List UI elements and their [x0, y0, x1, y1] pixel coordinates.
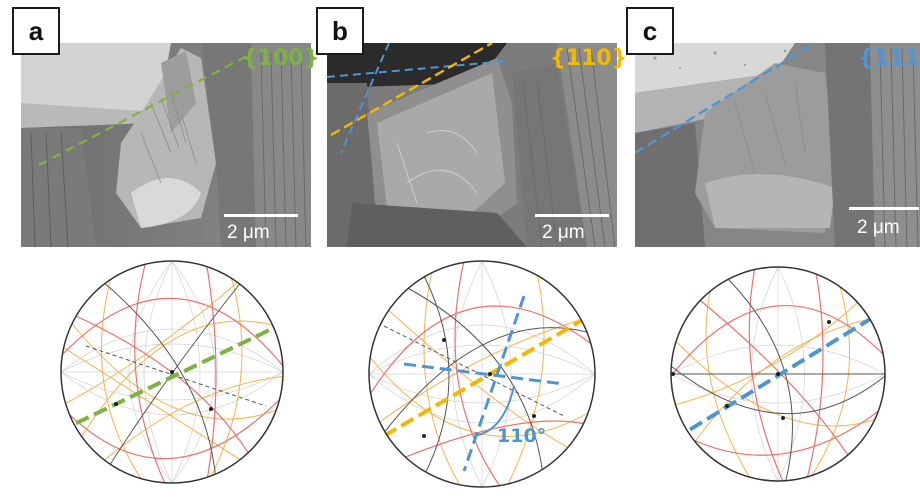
plane-label-100: {100} [242, 46, 320, 71]
scale-bar-label-b: 2 μm [542, 222, 585, 243]
panel-b: b { [310, 0, 627, 499]
sem-image-c [635, 43, 920, 247]
stereographic-projection-a [56, 256, 288, 493]
panel-label-c: c [626, 7, 674, 55]
plane-label-110: {110} [550, 46, 628, 71]
stereographic-projection-b [364, 256, 600, 497]
sem-image-b [327, 43, 617, 247]
plane-label-111: {111} [858, 46, 920, 71]
sem-image-a [21, 43, 311, 247]
scale-bar-label-c: 2 μm [857, 217, 900, 238]
panel-c: c [620, 0, 920, 499]
scale-bar-label-a: 2 μm [227, 222, 270, 243]
panel-label-a: a [12, 7, 60, 55]
panel-a: a [0, 0, 319, 499]
angle-label-110-deg: 110° [497, 425, 547, 447]
panel-label-b: b [316, 7, 364, 55]
stereographic-projection-c [665, 256, 891, 497]
